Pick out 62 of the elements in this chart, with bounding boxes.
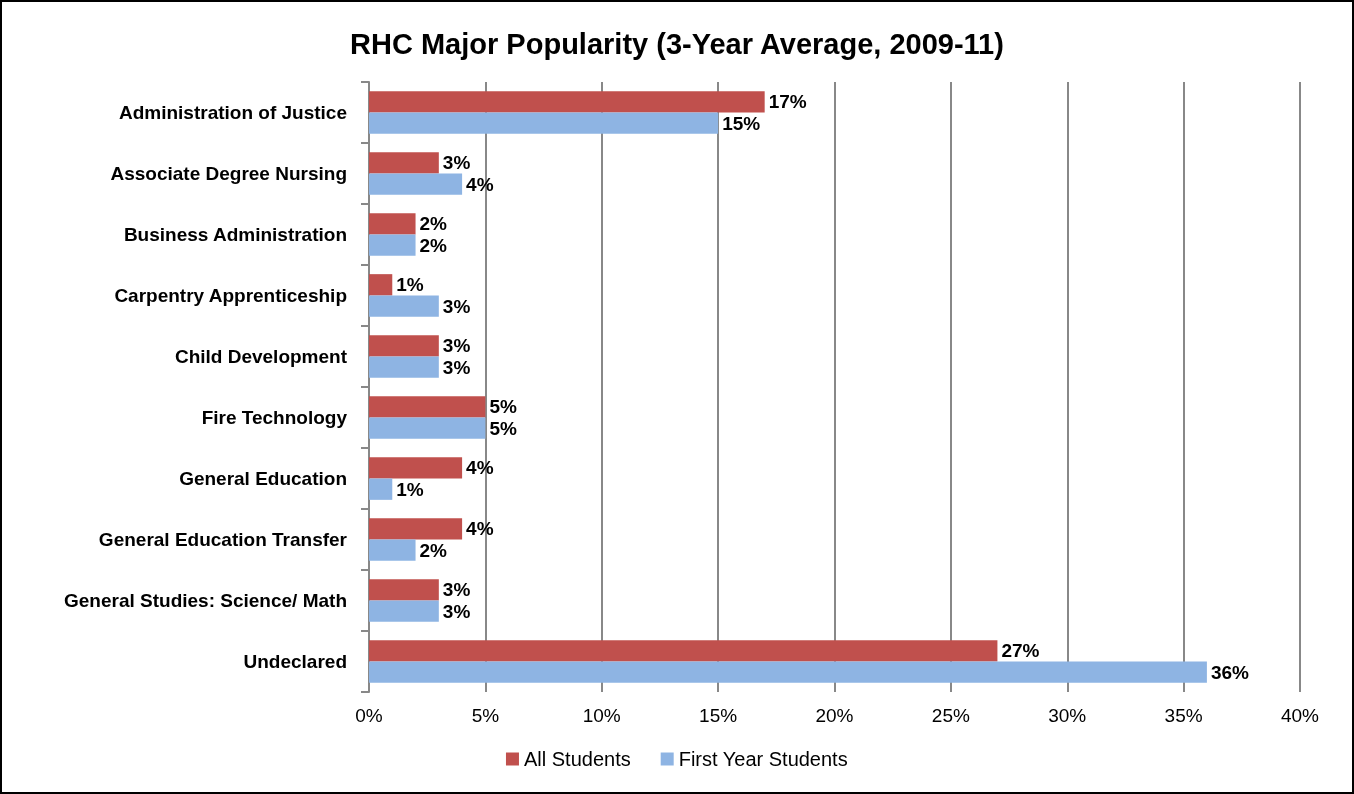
bar	[369, 152, 439, 174]
y-tick-label: General Education Transfer	[98, 529, 348, 550]
bar	[369, 91, 765, 113]
x-tick-label: 20%	[815, 705, 854, 726]
x-tick-label: 35%	[1164, 705, 1203, 726]
x-tick-label: 10%	[582, 705, 621, 726]
bar	[369, 600, 439, 622]
data-label: 1%	[396, 478, 424, 500]
bar	[369, 234, 416, 256]
data-label: 4%	[466, 173, 494, 195]
bar	[369, 173, 463, 195]
bar	[369, 539, 416, 561]
legend-label: First Year Students	[678, 748, 848, 770]
y-tick-label: Associate Degree Nursing	[110, 163, 347, 184]
bar	[369, 295, 439, 317]
y-tick-label: Undeclared	[243, 651, 347, 672]
bar	[369, 274, 393, 296]
x-tick-label: 40%	[1280, 705, 1320, 726]
data-label: 17%	[768, 91, 807, 113]
bar	[369, 661, 1207, 683]
bar	[369, 579, 439, 601]
x-tick-label: 5%	[471, 705, 500, 726]
data-label: 4%	[466, 457, 494, 479]
x-tick-label: 30%	[1048, 705, 1087, 726]
y-tick-label: Child Development	[174, 346, 348, 367]
bar	[369, 213, 416, 235]
y-tick-label: Administration of Justice	[118, 102, 347, 123]
data-label: 36%	[1210, 661, 1250, 683]
data-label: 5%	[489, 417, 517, 439]
bar	[369, 478, 393, 500]
data-label: 3%	[442, 356, 471, 378]
y-tick-label: General Studies: Science/ Math	[64, 590, 347, 611]
data-label: 3%	[442, 335, 471, 357]
data-label: 3%	[442, 295, 471, 317]
x-tick-label: 15%	[699, 705, 738, 726]
data-label: 15%	[722, 112, 761, 134]
bar	[369, 112, 719, 134]
y-tick-label: General Education	[179, 468, 347, 489]
x-tick-label: 0%	[355, 705, 383, 726]
data-label: 3%	[442, 152, 471, 174]
data-label: 3%	[442, 600, 471, 622]
data-label: 3%	[442, 579, 471, 601]
bar	[369, 396, 486, 418]
data-label: 4%	[466, 518, 494, 540]
bar	[369, 356, 439, 378]
data-label: 27%	[1001, 640, 1040, 662]
y-tick-label: Fire Technology	[201, 407, 348, 428]
data-label: 5%	[489, 396, 517, 418]
data-label: 1%	[396, 274, 424, 296]
data-label: 2%	[419, 234, 448, 256]
bar	[369, 417, 486, 439]
bar	[369, 335, 439, 357]
bar	[369, 457, 463, 479]
bar	[369, 518, 463, 540]
chart-title: RHC Major Popularity (3-Year Average, 2009-11)	[350, 27, 1004, 60]
bar	[369, 640, 998, 662]
legend-label: All Students	[523, 748, 631, 770]
y-tick-label: Carpentry Apprenticeship	[114, 285, 347, 306]
x-tick-label: 25%	[931, 705, 970, 726]
data-label: 2%	[419, 539, 448, 561]
data-label: 2%	[419, 213, 448, 235]
y-tick-label: Business Administration	[123, 224, 347, 245]
